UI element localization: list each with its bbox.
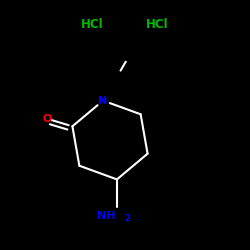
Text: NH: NH (97, 211, 116, 221)
Text: N: N (98, 96, 108, 106)
Text: HCl: HCl (81, 18, 104, 32)
Text: 2: 2 (124, 214, 130, 223)
Text: O: O (43, 114, 52, 124)
Text: HCl: HCl (146, 18, 169, 32)
